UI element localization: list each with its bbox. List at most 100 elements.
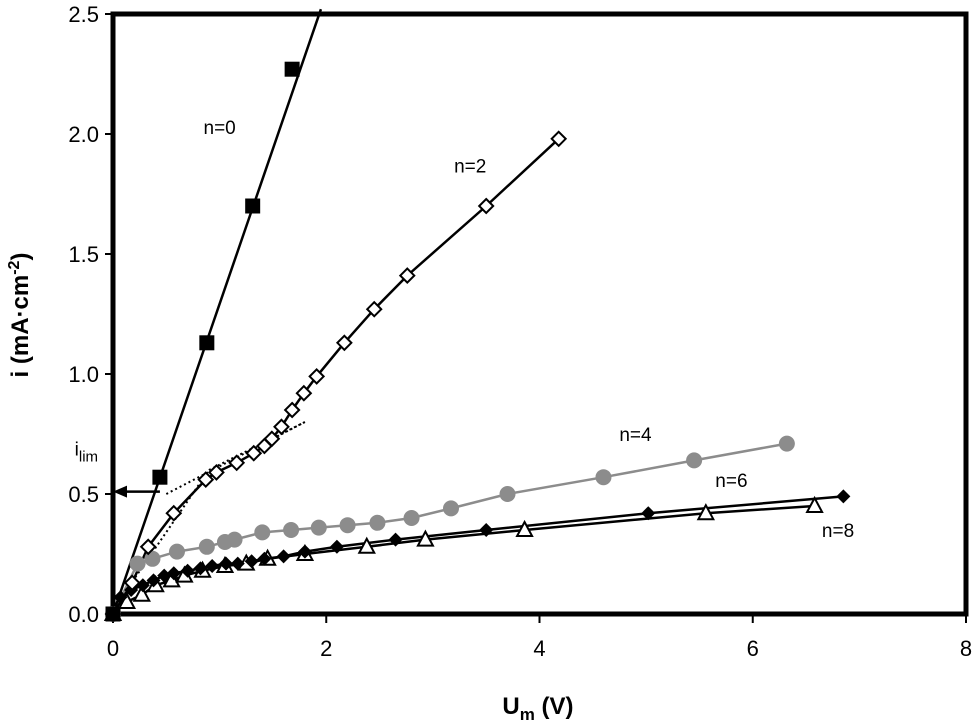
data-point bbox=[284, 61, 300, 77]
data-point bbox=[113, 590, 128, 605]
data-point bbox=[205, 559, 220, 573]
x-tick-label: 4 bbox=[533, 636, 545, 661]
data-point bbox=[515, 519, 534, 537]
data-point bbox=[310, 519, 327, 536]
series-markers bbox=[103, 495, 824, 621]
ilim-label-sub: lim bbox=[79, 449, 98, 466]
data-point bbox=[805, 495, 824, 513]
series-label: n=0 bbox=[204, 118, 236, 139]
data-point bbox=[245, 198, 261, 214]
data-point bbox=[778, 435, 795, 452]
data-point bbox=[595, 469, 612, 486]
data-point bbox=[369, 514, 386, 531]
data-point bbox=[226, 531, 243, 548]
data-point bbox=[295, 384, 313, 402]
data-point bbox=[273, 418, 290, 436]
series-markers bbox=[104, 130, 568, 623]
data-point bbox=[641, 506, 656, 521]
data-point bbox=[245, 444, 263, 462]
series-line bbox=[111, 495, 844, 615]
data-point bbox=[105, 606, 121, 622]
data-point bbox=[477, 197, 495, 215]
data-point bbox=[297, 544, 312, 559]
ilim-label-main: i bbox=[75, 440, 79, 461]
data-point bbox=[198, 538, 215, 555]
data-point bbox=[443, 500, 460, 517]
series-markers bbox=[105, 435, 795, 622]
y-tick-label: 2.5 bbox=[68, 2, 99, 27]
data-point bbox=[308, 367, 326, 385]
data-point bbox=[283, 522, 300, 538]
data-point bbox=[157, 568, 172, 583]
data-point bbox=[166, 566, 181, 581]
data-point bbox=[550, 130, 568, 148]
x-tick-label: 6 bbox=[747, 636, 759, 661]
data-point bbox=[499, 486, 516, 502]
series-markers bbox=[106, 489, 851, 621]
data-point bbox=[152, 469, 168, 485]
data-point bbox=[197, 471, 215, 489]
series-labels: n=0 n=2 n=4 n=6 n=8 bbox=[204, 118, 855, 542]
series-label: n=4 bbox=[619, 425, 652, 446]
data-point bbox=[165, 504, 183, 522]
data-point bbox=[339, 517, 356, 534]
data-point bbox=[123, 574, 141, 592]
data-point bbox=[479, 523, 494, 537]
data-point bbox=[283, 401, 301, 419]
data-point bbox=[139, 538, 157, 556]
x-axis-title-rest: (V) bbox=[535, 693, 574, 720]
y-axis-title-rest: ) bbox=[7, 253, 34, 261]
x-axis-title-main: U bbox=[502, 693, 519, 720]
data-point bbox=[263, 430, 281, 448]
series-line bbox=[111, 8, 323, 615]
x-tick-label: 0 bbox=[107, 636, 119, 661]
x-axis-title: Um (V) bbox=[502, 693, 573, 724]
data-point bbox=[228, 454, 246, 472]
data-point bbox=[230, 556, 245, 571]
y-tick-label: 1.0 bbox=[68, 362, 99, 387]
series-line bbox=[112, 504, 815, 615]
series-label: n=8 bbox=[822, 521, 854, 542]
data-point bbox=[254, 524, 271, 541]
series-label: n=2 bbox=[454, 156, 486, 177]
y-tick-label: 0.0 bbox=[68, 602, 99, 627]
series-label: n=6 bbox=[715, 471, 747, 492]
data-point bbox=[199, 335, 215, 351]
data-point bbox=[335, 334, 353, 352]
data-point bbox=[257, 551, 272, 566]
ilim-label: ilim bbox=[75, 440, 98, 466]
data-point bbox=[365, 300, 383, 318]
data-point bbox=[388, 532, 403, 547]
data-point bbox=[162, 570, 181, 588]
data-point bbox=[244, 554, 259, 569]
data-point bbox=[208, 463, 225, 481]
y-tick-label: 2.0 bbox=[68, 122, 99, 147]
data-point bbox=[416, 529, 435, 547]
y-axis-ticks: 0.0 0.5 1.0 1.5 2.0 2.5 bbox=[68, 2, 113, 627]
x-tick-label: 2 bbox=[320, 636, 332, 661]
annotation-layer: ilim bbox=[75, 440, 160, 498]
series-markers bbox=[105, 61, 300, 622]
data-point bbox=[132, 584, 151, 602]
data-point bbox=[686, 452, 703, 469]
y-tick-label: 1.5 bbox=[68, 242, 99, 267]
data-point bbox=[193, 561, 208, 576]
data-point bbox=[146, 573, 161, 588]
x-tick-label: 8 bbox=[960, 636, 972, 661]
x-axis-title-sub: m bbox=[520, 705, 535, 724]
data-point bbox=[168, 543, 185, 560]
fit-lines bbox=[117, 421, 306, 603]
data-point bbox=[219, 556, 234, 571]
data-point bbox=[129, 555, 146, 572]
data-point bbox=[836, 489, 851, 504]
arrow-head bbox=[113, 485, 127, 498]
data-point bbox=[696, 503, 716, 521]
data-point bbox=[398, 267, 416, 285]
data-point bbox=[357, 536, 376, 554]
y-axis-title: i (mA·cm-2) bbox=[6, 253, 34, 378]
y-tick-label: 0.5 bbox=[68, 482, 99, 507]
data-point bbox=[403, 510, 420, 526]
series-layer bbox=[103, 8, 851, 623]
x-axis-ticks: 0 2 4 6 8 bbox=[107, 614, 972, 661]
